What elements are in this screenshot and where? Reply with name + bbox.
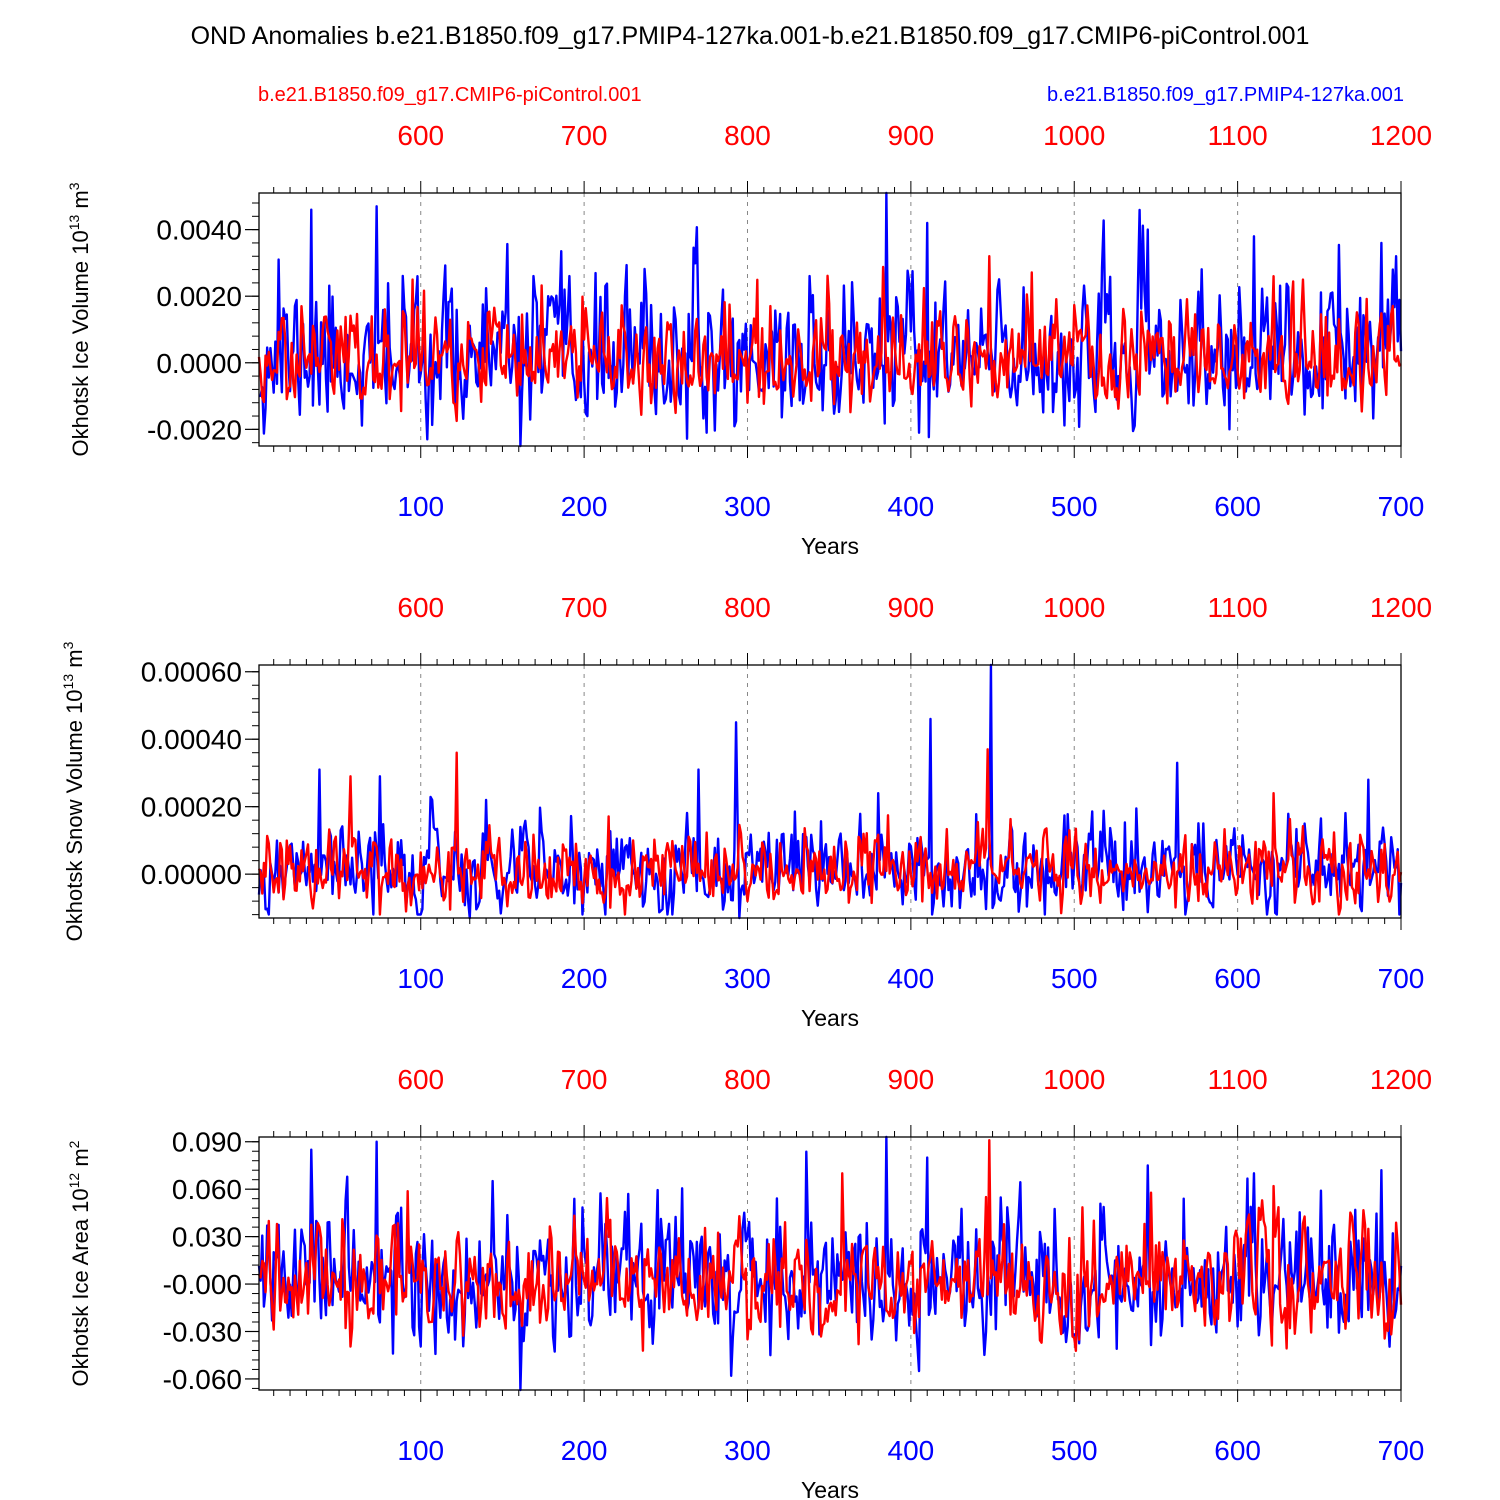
panel-2: 100 200 300 400 500 600 700 600 700 800 900 1000 110… <box>60 592 1432 1031</box>
x-bottom-tick-label: 700 <box>1378 491 1425 522</box>
x-bottom-tick-label: 400 <box>888 963 935 994</box>
x-bottom-tick-label: 500 <box>1051 491 1098 522</box>
y-axis-label: Okhotsk Snow Volume 1013 m3 <box>60 641 87 941</box>
y-tick-label: 0.00060 <box>141 657 242 688</box>
x-bottom-tick-label: 500 <box>1051 963 1098 994</box>
x-top-tick-label: 1000 <box>1043 1064 1105 1095</box>
plot-frame <box>258 664 1402 919</box>
x-top-tick-label: 800 <box>724 592 771 623</box>
x-top-tick-label: 700 <box>561 592 608 623</box>
y-axis-label-part: Okhotsk Ice Area 10 <box>68 1188 93 1386</box>
y-tick-label: 0.090 <box>172 1127 242 1158</box>
panels: 100 200 300 400 500 600 700 600 700 800 900 1000 110… <box>60 120 1432 1500</box>
y-axis-label: Okhotsk Ice Volume 1013 m3 <box>66 182 93 456</box>
x-top-tick-label: 1100 <box>1208 120 1268 151</box>
x-bottom-tick-label: 600 <box>1214 1435 1261 1466</box>
y-axis-label-part: m <box>68 190 93 214</box>
x-bottom-tick-label: 400 <box>888 491 935 522</box>
x-top-tick-label: 1200 <box>1370 592 1432 623</box>
x-top-tick-label: 700 <box>561 120 608 151</box>
y-axis-label-superscript: 3 <box>66 182 82 190</box>
x-top-tick-label: 600 <box>397 120 444 151</box>
y-tick-label: 0.00020 <box>141 792 242 823</box>
x-top-tick-label: 900 <box>888 120 935 151</box>
y-tick-label: 0.0020 <box>156 281 242 312</box>
x-bottom-tick-label: 300 <box>724 491 771 522</box>
x-bottom-tick-label: 100 <box>397 963 444 994</box>
x-bottom-tick-label: 400 <box>888 1435 935 1466</box>
x-top-tick-label: 900 <box>888 1064 935 1095</box>
y-axis-label-part: Okhotsk Ice Volume 10 <box>68 230 93 456</box>
y-axis-label-superscript: 13 <box>66 215 82 231</box>
y-axis-label: Okhotsk Ice Area 1012 m2 <box>66 1140 93 1386</box>
y-axis-label-superscript: 12 <box>66 1173 82 1189</box>
y-axis-label-part: m <box>68 1148 93 1172</box>
x-top-tick-label: 800 <box>724 120 771 151</box>
x-top-tick-label: 600 <box>397 592 444 623</box>
x-top-tick-label: 1100 <box>1208 592 1268 623</box>
x-bottom-tick-label: 300 <box>724 1435 771 1466</box>
x-top-tick-label: 700 <box>561 1064 608 1095</box>
y-axis-label-part: m <box>62 649 87 673</box>
y-axis-label-part: Okhotsk Snow Volume 10 <box>62 689 87 941</box>
series-control-line <box>257 255 1402 423</box>
x-bottom-tick-label: 600 <box>1214 491 1261 522</box>
panel-3: 100 200 300 400 500 600 700 600 700 800 900 1000 110… <box>66 1064 1432 1500</box>
legend-pmip: b.e21.B1850.f09_g17.PMIP4-127ka.001 <box>1047 84 1404 106</box>
y-axis-label-superscript: 3 <box>60 641 76 649</box>
x-top-tick-label: 1200 <box>1370 120 1432 151</box>
x-bottom-tick-label: 200 <box>561 963 608 994</box>
series-control-line <box>257 748 1403 916</box>
plot-frame <box>258 1136 1402 1391</box>
y-tick-label: 0.0000 <box>156 348 242 379</box>
x-top-tick-label: 1000 <box>1043 592 1105 623</box>
x-bottom-tick-label: 700 <box>1378 963 1425 994</box>
y-tick-label: 0.060 <box>172 1174 242 1205</box>
y-tick-label: 0.030 <box>172 1222 242 1253</box>
x-bottom-tick-label: 200 <box>561 1435 608 1466</box>
x-bottom-tick-label: 200 <box>561 491 608 522</box>
series-pmip-line <box>257 663 1403 920</box>
series-pmip-line <box>257 1135 1403 1392</box>
y-tick-label: 0.0040 <box>156 215 242 246</box>
plot-frame <box>258 192 1402 447</box>
figure-title: OND Anomalies b.e21.B1850.f09_g17.PMIP4-… <box>191 22 1310 50</box>
x-bottom-tick-label: 300 <box>724 963 771 994</box>
y-tick-label: 0.00000 <box>141 859 242 890</box>
x-axis-label: Years <box>801 533 859 559</box>
x-top-tick-label: 1000 <box>1043 120 1105 151</box>
x-bottom-tick-label: 700 <box>1378 1435 1425 1466</box>
x-top-tick-label: 800 <box>724 1064 771 1095</box>
y-tick-label: -0.0020 <box>147 414 242 445</box>
y-tick-label: -0.030 <box>163 1316 242 1347</box>
x-top-tick-label: 1200 <box>1370 1064 1432 1095</box>
y-axis-label-superscript: 13 <box>60 674 76 690</box>
x-bottom-tick-label: 500 <box>1051 1435 1098 1466</box>
x-bottom-tick-label: 100 <box>397 1435 444 1466</box>
x-top-tick-label: 900 <box>888 592 935 623</box>
y-tick-label: -0.000 <box>163 1269 242 1300</box>
x-top-tick-label: 1100 <box>1208 1064 1268 1095</box>
panel-1: 100 200 300 400 500 600 700 600 700 800 900 1000 110… <box>66 120 1432 559</box>
series-control-line <box>257 1138 1403 1353</box>
x-axis-label: Years <box>801 1005 859 1031</box>
x-bottom-tick-label: 600 <box>1214 963 1261 994</box>
x-top-tick-label: 600 <box>397 1064 444 1095</box>
y-axis-label-superscript: 2 <box>66 1140 82 1148</box>
y-tick-label: -0.060 <box>163 1364 242 1395</box>
y-tick-label: 0.00040 <box>141 724 242 755</box>
x-bottom-tick-label: 100 <box>397 491 444 522</box>
legend-control: b.e21.B1850.f09_g17.CMIP6-piControl.001 <box>258 84 642 106</box>
x-axis-label: Years <box>801 1477 859 1500</box>
